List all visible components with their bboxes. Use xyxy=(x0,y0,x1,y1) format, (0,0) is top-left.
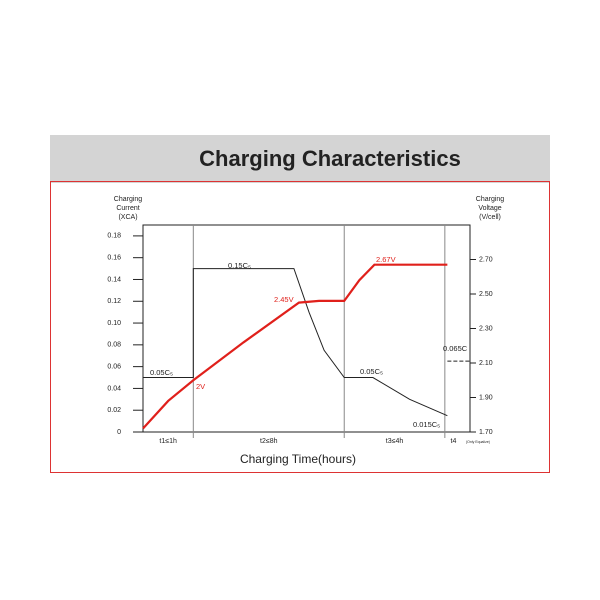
annotation: 0.05C₅ xyxy=(360,367,383,376)
annotation: 0.065C xyxy=(443,344,468,353)
frame xyxy=(50,181,550,473)
annotation: 2.67V xyxy=(376,255,396,264)
y-tick-label: 0.04 xyxy=(107,385,121,392)
annotation: 0.05C₅ xyxy=(150,368,173,377)
y2-axis-title: Voltage xyxy=(478,205,501,212)
y-tick-label: 0.08 xyxy=(107,342,121,349)
y-axis-title: Current xyxy=(116,205,139,212)
series-line xyxy=(143,268,448,417)
y2-tick-label: 1.70 xyxy=(479,429,493,436)
y-tick-label: 0.10 xyxy=(107,320,121,327)
y2-tick-label: 2.10 xyxy=(479,360,493,367)
y-tick-label: 0.06 xyxy=(107,363,121,370)
x-axis-title: Charging Time(hours) xyxy=(240,452,356,466)
y-tick-label: 0.12 xyxy=(107,298,121,305)
y2-axis-title: Charging xyxy=(476,196,505,203)
y2-tick-label: 2.70 xyxy=(479,256,493,263)
annotation: 2V xyxy=(196,382,205,391)
y2-tick-label: 1.90 xyxy=(479,394,493,401)
phase-label: t4 xyxy=(451,438,457,445)
annotation: 2.45V xyxy=(274,295,294,304)
phase-label: t3≤4h xyxy=(386,438,404,445)
plot-area xyxy=(142,224,471,433)
phase-note: (Only Equalize) xyxy=(466,440,490,444)
y2-axis-title: (V/cell) xyxy=(479,214,501,221)
header-band xyxy=(50,135,550,183)
y-tick-label: 0.14 xyxy=(107,276,121,283)
y-tick-label: 0.18 xyxy=(107,233,121,240)
y2-tick-label: 2.50 xyxy=(479,291,493,298)
phase-label: t2≤8h xyxy=(260,438,278,445)
title: Charging Characteristics xyxy=(199,146,461,171)
annotation: 0.015C₅ xyxy=(413,420,440,429)
y-axis-title: Charging xyxy=(114,196,143,203)
y2-tick-label: 2.30 xyxy=(479,325,493,332)
annotation: 0.15C₅ xyxy=(228,261,251,270)
y-tick-label: 0 xyxy=(117,429,121,436)
y-tick-label: 0.16 xyxy=(107,255,121,262)
y-tick-label: 0.02 xyxy=(107,407,121,414)
series-line xyxy=(142,263,448,430)
y-axis-title: (XCA) xyxy=(118,214,137,221)
phase-label: t1≤1h xyxy=(159,438,177,445)
